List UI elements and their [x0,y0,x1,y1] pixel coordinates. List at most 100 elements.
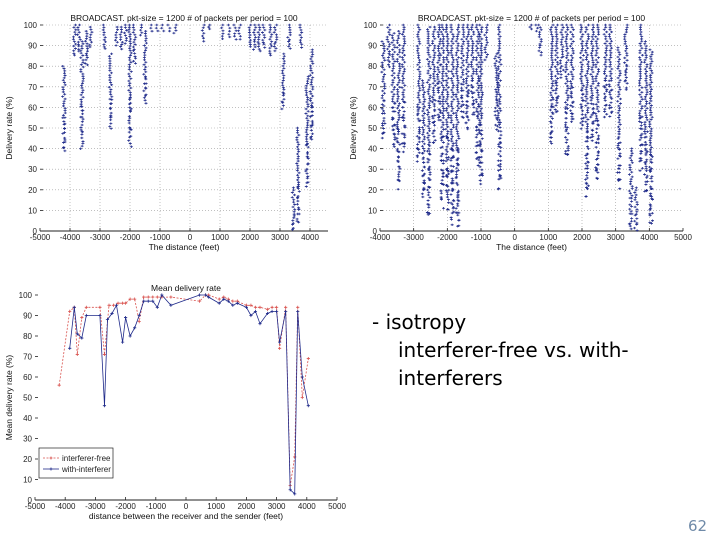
plus-marker [460,52,464,55]
plus-marker [456,202,460,205]
plus-marker [143,68,147,71]
plus-marker [436,35,440,38]
plus-marker [570,73,574,76]
plus-marker [281,69,285,72]
plus-marker [144,41,148,45]
plus-marker [446,170,450,173]
plus-marker [609,56,613,59]
plus-marker [428,212,432,215]
plus-marker [438,111,442,114]
plus-marker [478,132,482,135]
plus-marker [433,109,437,113]
plus-marker [445,134,449,138]
plus-marker [296,176,300,179]
plus-marker [497,37,501,41]
plus-marker [282,67,286,70]
plus-marker [450,223,454,226]
plus-marker [454,111,458,115]
plus-marker [416,33,420,36]
plus-marker [392,32,396,35]
plus-marker [431,132,435,135]
plus-marker [296,178,300,182]
plus-marker [617,135,621,139]
x-tick-label: 2000 [238,502,256,511]
plus-marker [436,81,440,85]
plus-marker [102,45,106,49]
plus-marker [640,86,644,89]
plus-marker [90,31,94,34]
plus-marker [550,105,554,109]
plus-marker [397,165,401,168]
x-tick-label: -3000 [90,233,111,242]
plus-marker [436,61,440,64]
data-column [88,25,94,49]
plus-marker [618,141,622,144]
plus-marker [648,148,652,152]
plus-marker [440,33,444,36]
plus-marker [549,91,553,94]
plus-marker [398,50,402,54]
plus-marker [304,89,308,92]
plus-marker [109,81,113,84]
plus-marker [109,102,113,105]
plus-marker [79,93,83,97]
plus-marker [81,75,85,78]
plus-marker [645,158,649,161]
plus-marker [460,38,464,41]
y-tick-label: 100 [24,21,38,30]
plus-marker [450,105,454,108]
plus-marker [449,201,453,205]
plus-marker [128,142,132,145]
plus-marker [586,161,590,164]
plus-marker [478,79,482,82]
x-tick-label: -1000 [146,502,167,511]
plus-marker [435,73,439,76]
plus-marker [630,194,634,197]
plus-marker [431,141,435,144]
plus-marker [485,23,489,27]
plus-marker [62,104,66,108]
plus-marker [550,49,554,52]
plus-marker [625,47,629,50]
plus-marker [436,75,440,78]
plus-marker [428,25,432,29]
plus-marker [469,90,473,93]
plus-marker [306,98,310,101]
plus-marker [643,140,647,144]
plus-marker [396,97,400,101]
plus-marker [649,88,653,91]
plus-marker [556,63,560,66]
plus-marker [296,196,300,200]
data-column [268,23,274,57]
plus-marker [466,105,470,108]
plus-marker [499,109,503,112]
plus-marker [129,77,133,80]
series-marker [133,326,137,330]
plus-marker [589,87,593,90]
y-tick-label: 0 [33,227,38,236]
plus-marker [625,52,629,55]
plus-marker [305,140,309,143]
plus-marker [645,100,649,103]
plus-marker [639,136,643,139]
plus-marker [446,111,450,115]
plus-marker [396,41,400,45]
plus-marker [602,72,606,75]
plus-marker [638,70,642,73]
plus-marker [311,121,315,125]
plus-marker [590,42,594,45]
plus-marker [604,49,608,52]
plus-marker [555,97,559,100]
plus-marker [471,67,475,71]
plus-marker [309,135,313,138]
plus-marker [142,73,146,76]
plus-marker [450,109,454,113]
plus-marker [403,67,407,71]
plus-marker [450,95,454,99]
plus-marker [445,107,449,110]
plus-marker [306,105,310,108]
plus-marker [290,191,294,194]
plus-marker [233,32,237,35]
plus-marker [390,34,394,37]
plus-marker [534,23,538,27]
